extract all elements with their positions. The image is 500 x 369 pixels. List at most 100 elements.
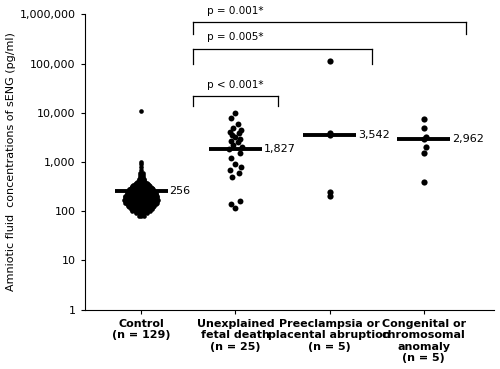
Point [126,186,134,192]
Point [134,208,141,214]
Point [134,192,141,197]
Point [420,151,428,156]
Point [226,115,234,121]
Point [144,204,152,210]
Point [138,213,145,219]
Point [148,203,156,208]
Point [149,204,157,210]
Point [134,183,141,189]
Point [146,183,154,189]
Point [148,198,156,204]
Point [145,206,153,212]
Point [234,121,242,127]
Point [126,189,134,194]
Point [128,186,136,192]
Point [149,192,157,197]
Point [141,208,149,214]
Point [140,189,148,194]
Point [138,193,145,199]
Point [148,200,156,206]
Point [225,146,233,152]
Point [134,213,142,219]
Point [138,188,145,194]
Point [136,182,144,187]
Point [130,201,138,207]
Point [420,179,428,185]
Point [146,192,154,198]
Point [130,188,138,194]
Point [124,193,132,199]
Point [126,186,134,192]
Point [126,204,134,210]
Point [132,188,140,194]
Point [124,194,132,200]
Point [141,192,149,198]
Point [123,201,131,207]
Point [130,206,138,212]
Point [145,182,153,188]
Point [128,204,136,210]
Point [138,161,145,167]
Point [140,194,148,200]
Point [145,185,153,191]
Point [130,200,138,206]
Point [237,127,245,133]
Point [145,200,153,206]
Point [124,188,132,194]
Point [138,200,145,206]
Point [141,184,149,190]
Point [226,167,234,173]
Point [130,189,138,194]
Point [152,197,160,203]
Point [148,206,156,212]
Point [150,190,158,196]
Point [126,198,134,204]
Point [326,193,334,199]
Point [132,198,140,204]
Point [136,192,144,197]
Point [130,185,138,191]
Point [124,198,132,204]
Point [232,110,239,116]
Point [128,192,136,197]
Point [142,189,150,194]
Y-axis label: Amniotic fluid  concentrations of sENG (pg/ml): Amniotic fluid concentrations of sENG (p… [6,32,16,292]
Point [122,200,130,206]
Point [138,208,146,214]
Point [226,155,234,161]
Point [228,132,235,138]
Point [122,194,130,200]
Point [136,184,144,190]
Point [134,182,141,187]
Point [138,181,145,187]
Point [136,183,144,189]
Point [153,198,161,204]
Point [144,184,152,190]
Point [140,176,148,182]
Point [128,184,136,190]
Point [138,182,146,187]
Point [326,58,334,64]
Point [132,210,140,216]
Point [126,192,134,198]
Point [126,203,134,208]
Point [238,144,246,150]
Point [150,194,158,200]
Point [124,196,132,201]
Point [130,186,138,192]
Point [228,142,236,148]
Point [142,203,150,208]
Point [141,190,149,196]
Point [126,193,134,199]
Point [138,192,146,198]
Point [138,189,145,194]
Point [126,194,134,200]
Point [153,196,161,201]
Point [134,188,142,194]
Point [126,192,134,197]
Point [134,204,141,210]
Point [124,200,132,206]
Point [136,190,144,196]
Point [128,183,136,189]
Point [130,197,138,203]
